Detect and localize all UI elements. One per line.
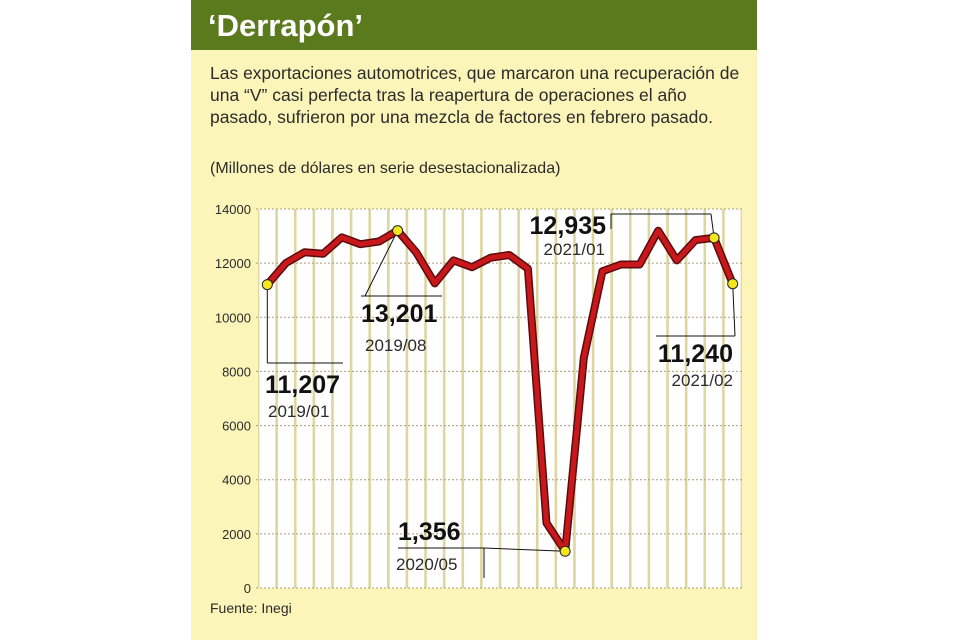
units-note: (Millones de dólares en serie desestacio… (210, 160, 561, 177)
leader-line (483, 547, 566, 552)
column-stripe (668, 209, 685, 588)
annotation-value: 1,356 (398, 518, 461, 546)
annotation-value: 11,240 (658, 340, 733, 368)
source-note: Fuente: Inegi (210, 600, 292, 616)
series-line (264, 228, 736, 554)
data-point-marker (727, 278, 739, 290)
column-stripe (352, 209, 369, 588)
column-stripe (501, 209, 518, 588)
column-stripe (482, 209, 499, 588)
column-stripe (315, 209, 332, 588)
column-stripe (296, 209, 313, 588)
annotation-date: 2019/08 (365, 336, 426, 355)
column-stripe (650, 209, 667, 588)
column-stripe (259, 209, 276, 588)
column-stripe (277, 209, 294, 588)
column-stripe (631, 209, 648, 588)
y-tick-label: 10000 (215, 310, 251, 325)
y-tick-label: 14000 (215, 202, 251, 217)
data-point-marker (392, 225, 404, 237)
annotation-value: 12,935 (530, 212, 607, 240)
column-stripe (389, 209, 406, 588)
annotation-value: 11,207 (265, 371, 340, 399)
y-tick-label: 6000 (222, 419, 251, 434)
column-stripe (426, 209, 443, 588)
annotation-date: 2021/02 (672, 371, 733, 390)
column-stripe (464, 209, 481, 588)
column-stripe (445, 209, 462, 588)
y-tick-label: 2000 (222, 527, 251, 542)
column-stripe (724, 209, 741, 588)
column-stripe (706, 209, 723, 588)
title-bar (191, 0, 757, 50)
column-stripe (333, 209, 350, 588)
leader-line (364, 230, 399, 297)
data-point-marker (261, 279, 273, 291)
annotation-date: 2019/01 (268, 402, 329, 421)
annotation-value: 13,201 (361, 300, 438, 328)
column-stripe (613, 209, 629, 588)
data-point-marker (559, 545, 571, 557)
y-tick-label: 12000 (215, 256, 251, 271)
chart-subtitle: Las exportaciones automotrices, que marc… (210, 63, 740, 127)
column-stripe (687, 209, 704, 588)
column-stripe (408, 209, 425, 588)
chart-title: ‘Derrapón’ (208, 8, 364, 43)
y-tick-label: 8000 (222, 364, 251, 379)
leader-line (732, 283, 736, 337)
y-tick-label: 0 (244, 581, 251, 596)
column-stripe (371, 209, 387, 588)
y-tick-label: 4000 (222, 473, 251, 488)
annotation-date: 2021/01 (544, 240, 605, 259)
annotation-date: 2020/05 (396, 555, 457, 574)
data-point-marker (708, 232, 720, 244)
